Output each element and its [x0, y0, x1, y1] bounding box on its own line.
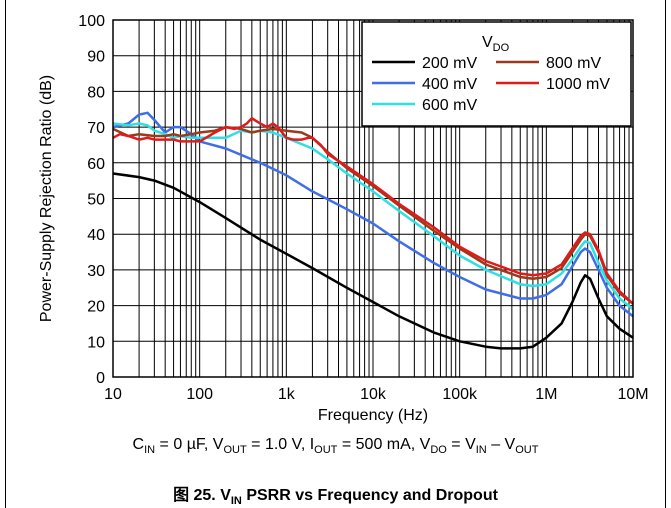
- y-tick-label: 0: [96, 370, 105, 387]
- y-tick-label: 50: [87, 192, 105, 209]
- legend-label-200mv: 200 mV: [422, 55, 477, 72]
- series-line-1000mv: [112, 116, 634, 305]
- y-tick-label: 10: [87, 334, 105, 351]
- figure-frame: [5, 0, 666, 508]
- plot-border: [112, 19, 634, 378]
- legend-label-600mv: 600 mV: [422, 97, 477, 114]
- figure-caption: 图 25. VIN PSRR vs Frequency and Dropout: [173, 487, 498, 508]
- x-tick-label: 10: [104, 386, 122, 403]
- y-tick-label: 70: [87, 120, 105, 137]
- test-conditions: CIN = 0 µF, VOUT = 1.0 V, IOUT = 500 mA,…: [132, 436, 539, 457]
- legend-label-1000mv: 1000 mV: [546, 76, 610, 93]
- x-tick-label: 10M: [617, 386, 648, 403]
- x-tick-label: 1M: [535, 386, 557, 403]
- y-tick-label: 90: [87, 49, 105, 66]
- y-tick-label: 100: [78, 13, 105, 30]
- series-line-600mv: [112, 122, 634, 311]
- y-tick-label: 20: [87, 299, 105, 316]
- x-tick-label: 100k: [442, 386, 478, 403]
- x-tick-label: 10k: [360, 386, 387, 403]
- x-axis-label: Frequency (Hz): [318, 407, 428, 424]
- y-axis-label: Power-Supply Rejection Ratio (dB): [38, 75, 55, 322]
- series-line-400mv: [112, 111, 634, 318]
- x-tick-label: 100: [186, 386, 213, 403]
- legend-label-400mv: 400 mV: [422, 76, 477, 93]
- psrr-chart: 10 100 1k 10k 100k 1M 10M010203040506070809010…: [38, 13, 649, 424]
- y-tick-label: 40: [87, 227, 105, 244]
- y-tick-label: 80: [87, 84, 105, 101]
- x-tick-label: 1k: [278, 386, 296, 403]
- y-tick-label: 60: [87, 156, 105, 173]
- legend-label-800mv: 800 mV: [546, 55, 601, 72]
- series-line-200mv: [112, 172, 634, 350]
- legend-box: [361, 21, 632, 127]
- y-tick-label: 30: [87, 263, 105, 280]
